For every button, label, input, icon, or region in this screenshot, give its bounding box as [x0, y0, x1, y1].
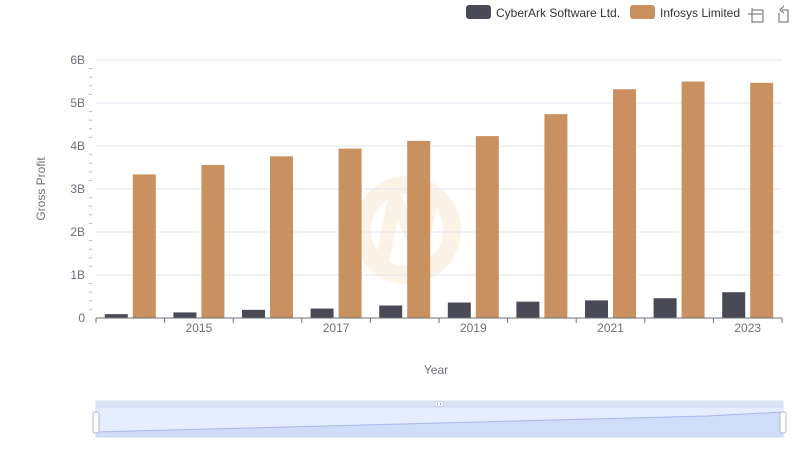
bar-cyberark-2021[interactable] [585, 300, 608, 318]
y-axis-labels: 0 1B 2B 3B 4B 5B 6B [70, 53, 85, 325]
bar-cyberark-2019[interactable] [447, 302, 471, 318]
bar-infosys-2018[interactable] [407, 140, 431, 318]
bar-cyberark-2016[interactable] [242, 309, 265, 318]
y-tick-label: 6B [70, 53, 85, 67]
bar-cyberark-2022[interactable] [653, 298, 677, 318]
y-minor-ticks [89, 68, 92, 310]
gridlines [96, 59, 782, 276]
x-axis-labels: 2015 2017 2019 2021 2023 [186, 321, 762, 335]
bar-infosys-2017[interactable] [338, 148, 362, 318]
x-axis-ticks [95, 318, 783, 323]
bar-infosys-2014[interactable] [132, 174, 156, 318]
y-tick-label: 3B [70, 182, 85, 196]
bar-cyberark-2017[interactable] [310, 308, 334, 318]
slider-left-handle[interactable] [92, 411, 100, 434]
bar-infosys-2015[interactable] [201, 164, 225, 318]
bar-cyberark-2018[interactable] [379, 305, 403, 318]
bar-cyberark-2014[interactable] [104, 314, 128, 318]
drag-handle-icon[interactable] [434, 401, 444, 407]
legend-item-infosys[interactable]: Infosys Limited [630, 5, 740, 20]
data-zoom-icon[interactable] [748, 8, 764, 23]
slider-preview-area [96, 412, 783, 437]
y-tick-label: 0 [78, 311, 85, 325]
legend-swatch-infosys [630, 5, 655, 19]
legend-swatch-cyberark [466, 5, 491, 19]
bar-cyberark-2020[interactable] [516, 301, 540, 318]
x-axis-title: Year [424, 363, 448, 377]
y-tick-label: 2B [70, 225, 85, 239]
bar-infosys-2023[interactable] [750, 82, 774, 318]
legend-item-cyberark[interactable]: CyberArk Software Ltd. [466, 5, 620, 20]
slider-preview-line [95, 411, 784, 433]
legend: CyberArk Software Ltd. Infosys Limited [466, 5, 740, 20]
bar-infosys-2020[interactable] [544, 114, 568, 319]
zoom-reset-icon[interactable] [778, 5, 789, 23]
slider-right-handle[interactable] [779, 411, 787, 434]
y-tick-label: 1B [70, 268, 85, 282]
bar-cyberark-2023[interactable] [722, 292, 746, 318]
bar-infosys-2022[interactable] [681, 81, 705, 319]
data-zoom-slider[interactable] [92, 400, 787, 438]
x-tick-label: 2023 [734, 321, 761, 335]
bar-cyberark-2015[interactable] [173, 312, 197, 318]
x-tick-label: 2019 [460, 321, 487, 335]
legend-label-cyberark: CyberArk Software Ltd. [496, 6, 620, 20]
legend-label-infosys: Infosys Limited [660, 6, 740, 20]
y-axis-title: Gross Profit [34, 157, 48, 221]
watermark-logo [353, 175, 461, 284]
x-tick-label: 2021 [597, 321, 624, 335]
y-tick-label: 5B [70, 96, 85, 110]
bar-infosys-2021[interactable] [613, 89, 636, 319]
bars [104, 81, 774, 319]
x-tick-label: 2015 [186, 321, 213, 335]
y-tick-label: 4B [70, 139, 85, 153]
bar-infosys-2019[interactable] [475, 136, 499, 318]
x-tick-label: 2017 [323, 321, 350, 335]
bar-infosys-2016[interactable] [270, 156, 293, 318]
